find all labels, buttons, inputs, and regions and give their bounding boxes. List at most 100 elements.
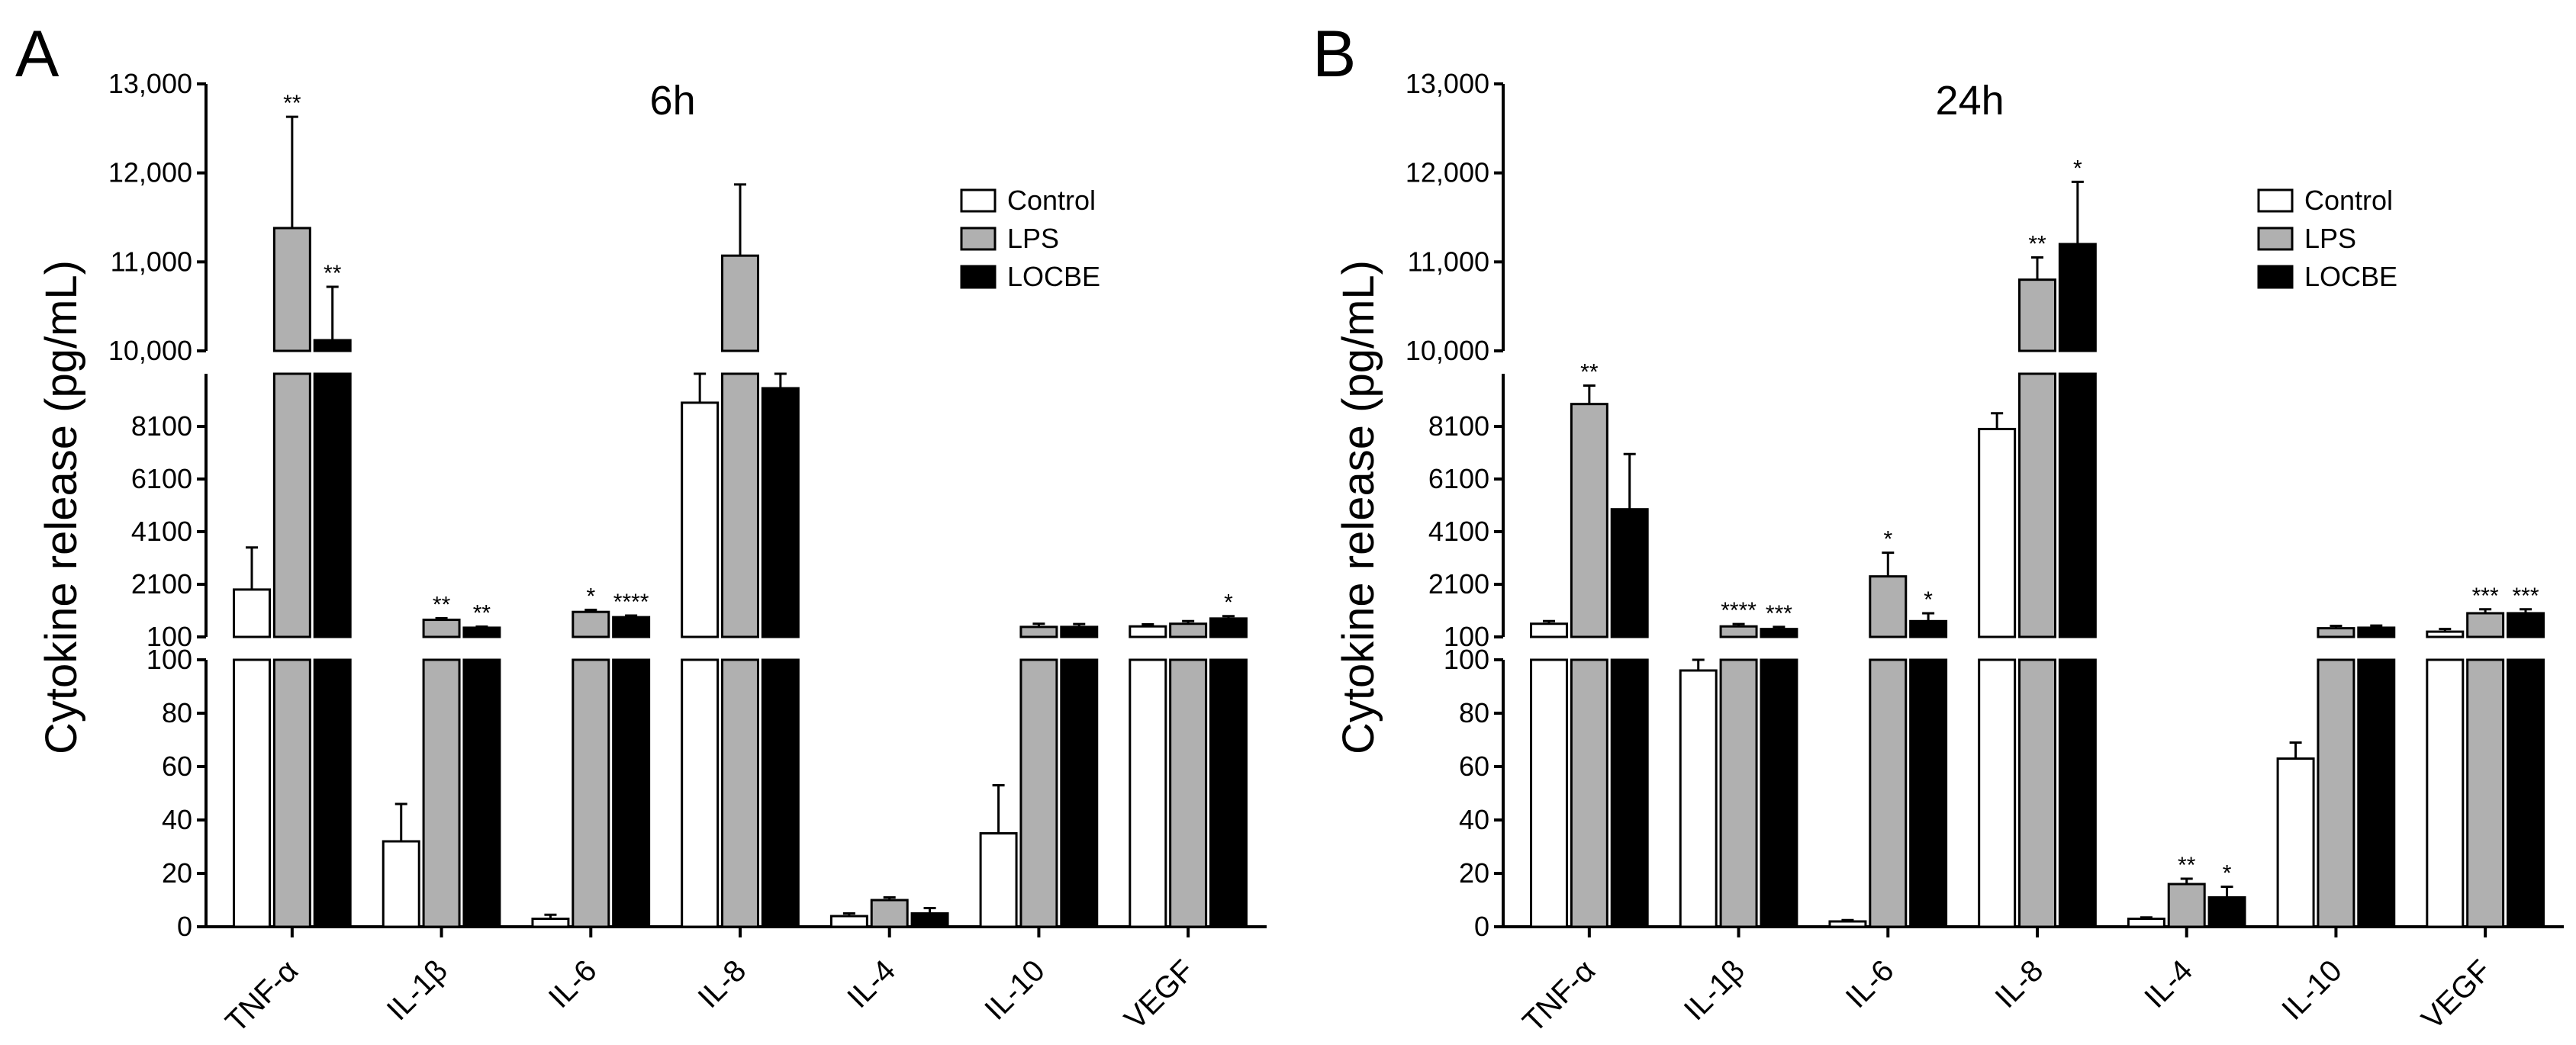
bar-control <box>2426 630 2465 638</box>
y-tick-label: 0 <box>177 911 192 942</box>
y-tick-label: 100 <box>147 644 192 675</box>
bar-lps <box>2167 883 2206 928</box>
significance-label: * <box>1883 527 1892 552</box>
bar-lps <box>272 372 311 638</box>
legend-label: LPS <box>1007 223 1059 254</box>
significance-label: * <box>1224 590 1233 616</box>
bar-locbe <box>761 658 800 928</box>
x-tick-label: IL-4 <box>2138 953 2199 1014</box>
significance-label: ** <box>2178 853 2196 878</box>
significance-label: ** <box>433 593 451 618</box>
y-tick-label: 0 <box>1474 911 1489 942</box>
x-tick-label: IL-8 <box>1989 953 2050 1014</box>
panel-letter: B <box>1312 18 1356 91</box>
bar-lps <box>272 227 311 352</box>
bar-control <box>2276 757 2315 928</box>
x-tick-label: IL-8 <box>692 953 753 1014</box>
bar-locbe <box>2507 658 2545 928</box>
bar-control <box>233 658 271 928</box>
bar-locbe <box>1060 658 1099 928</box>
bar-locbe <box>2058 658 2097 928</box>
bar-locbe <box>2357 658 2396 928</box>
y-tick-label: 80 <box>1459 697 1489 728</box>
significance-label: *** <box>2472 584 2499 609</box>
legend-swatch-locbe <box>960 265 997 289</box>
x-tick-label: IL-6 <box>543 953 604 1014</box>
bar-locbe <box>1610 658 1649 928</box>
y-tick-label: 80 <box>162 697 192 728</box>
legend-swatch-locbe <box>2257 265 2294 289</box>
bar-locbe <box>1060 625 1099 638</box>
x-tick-label: TNF-α <box>219 953 304 1039</box>
bar-locbe <box>1760 658 1798 928</box>
y-tick-label: 10,000 <box>1406 335 1489 366</box>
bar-lps <box>572 658 610 928</box>
bar-lps <box>1869 658 1908 928</box>
significance-label: ** <box>2028 232 2046 257</box>
bar-control <box>2127 918 2165 928</box>
bar-lps <box>2018 372 2056 638</box>
x-tick-label: IL-1β <box>381 953 454 1027</box>
bar-locbe <box>1760 628 1798 638</box>
bar-locbe <box>313 339 352 352</box>
bar-lps <box>422 658 461 928</box>
bar-control <box>1530 658 1568 928</box>
significance-label: ** <box>283 91 301 116</box>
bar-lps <box>1169 658 1208 928</box>
bar-control <box>2426 658 2465 928</box>
legend-label: Control <box>2304 185 2393 216</box>
bar-lps <box>1719 658 1758 928</box>
bar-locbe <box>1909 658 1948 928</box>
significance-label: ** <box>473 601 491 626</box>
y-tick-label: 11,000 <box>111 246 192 277</box>
y-tick-label: 8100 <box>1428 410 1489 442</box>
bar-locbe <box>1209 617 1248 638</box>
y-tick-label: 20 <box>162 857 192 889</box>
bar-locbe <box>313 658 352 928</box>
bar-control <box>1129 625 1167 638</box>
y-tick-label: 2100 <box>1428 568 1489 600</box>
bar-lps <box>572 610 610 638</box>
bar-locbe <box>2207 896 2246 928</box>
y-tick-label: 40 <box>162 804 192 835</box>
legend-swatch-lps <box>2257 227 2294 251</box>
x-tick-label: IL-10 <box>978 953 1051 1027</box>
significance-label: **** <box>613 590 649 615</box>
x-tick-label: IL-4 <box>841 953 902 1014</box>
significance-label: * <box>2223 861 2232 886</box>
bar-locbe <box>761 387 800 638</box>
legend-swatch-lps <box>960 227 997 251</box>
bar-lps <box>1869 575 1908 638</box>
bar-control <box>979 832 1018 928</box>
y-axis-title: Cytokine release (pg/mL) <box>1334 260 1383 754</box>
significance-label: * <box>1924 587 1933 613</box>
chart-panel-B: B 24h Cytokine release (pg/mL) 0 20 40 60 80 100… <box>1312 18 2564 1039</box>
significance-label: ** <box>1580 360 1599 385</box>
bar-control <box>829 915 868 928</box>
y-tick-label: 6100 <box>131 463 192 494</box>
y-tick-label: 60 <box>1459 751 1489 782</box>
bar-locbe <box>2058 372 2097 638</box>
y-tick-label: 11,000 <box>1408 246 1489 277</box>
y-tick-label: 4100 <box>131 516 192 547</box>
bar-lps <box>2018 278 2056 352</box>
bar-lps <box>1570 403 1608 638</box>
bar-lps <box>1719 625 1758 638</box>
y-tick-label: 100 <box>147 621 192 652</box>
bar-lps <box>272 658 311 928</box>
legend-label: LOCBE <box>1007 261 1100 292</box>
bar-locbe <box>910 912 949 928</box>
y-tick-label: 60 <box>162 751 192 782</box>
bar-control <box>233 588 271 638</box>
bar-lps <box>2317 658 2355 928</box>
y-tick-label: 4100 <box>1428 516 1489 547</box>
legend-label: Control <box>1007 185 1096 216</box>
bar-locbe <box>462 658 501 928</box>
bar-control <box>681 401 720 638</box>
x-tick-label: VEGF <box>2415 953 2497 1036</box>
legend-label: LPS <box>2304 223 2356 254</box>
x-tick-label: IL-10 <box>2275 953 2349 1027</box>
bar-lps <box>2466 612 2505 638</box>
